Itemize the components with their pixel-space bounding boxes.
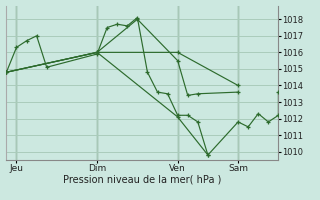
X-axis label: Pression niveau de la mer( hPa ): Pression niveau de la mer( hPa ) [63, 175, 221, 185]
